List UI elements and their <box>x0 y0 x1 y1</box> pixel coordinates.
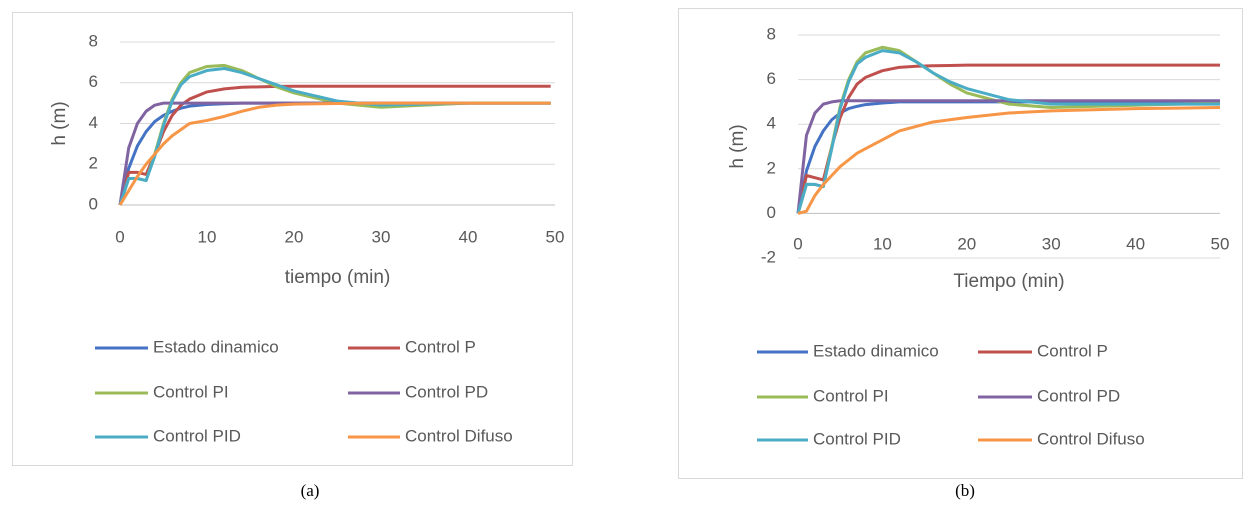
x-tick-label: 50 <box>1211 234 1230 253</box>
x-tick-label: 20 <box>957 234 976 253</box>
legend-label: Control P <box>1037 341 1108 360</box>
y-tick-label: 2 <box>89 154 98 173</box>
y-tick-label: 4 <box>767 114 776 133</box>
figure-caption: (a) <box>301 481 320 500</box>
x-tick-label: 20 <box>285 227 304 246</box>
legend-label: Control PID <box>153 426 241 445</box>
x-axis-title: Tiempo (min) <box>953 271 1064 292</box>
x-tick-label: 30 <box>1042 234 1061 253</box>
figure-caption: (b) <box>955 481 975 500</box>
y-tick-label: -2 <box>761 247 776 266</box>
x-tick-label: 10 <box>873 234 892 253</box>
y-axis-title: h (m) <box>49 101 70 145</box>
x-tick-label: 0 <box>115 227 124 246</box>
y-tick-label: 0 <box>767 203 776 222</box>
x-axis-title: tiempo (min) <box>285 267 391 288</box>
legend-label: Control PI <box>153 382 229 401</box>
x-tick-label: 50 <box>546 227 565 246</box>
y-tick-label: 0 <box>89 194 98 213</box>
y-tick-label: 8 <box>89 31 98 50</box>
series-line <box>797 105 1221 215</box>
x-tick-label: 0 <box>793 234 802 253</box>
series-line <box>796 49 1220 214</box>
series-line <box>796 99 1220 214</box>
x-tick-label: 30 <box>372 227 391 246</box>
y-tick-label: 6 <box>89 72 98 91</box>
legend-label: Estado dinamico <box>153 337 279 356</box>
legend-label: Control Difuso <box>1037 429 1145 448</box>
chart-frame <box>12 12 573 466</box>
x-tick-label: 40 <box>459 227 478 246</box>
legend-label: Estado dinamico <box>813 341 939 360</box>
y-tick-label: 8 <box>767 24 776 43</box>
x-tick-label: 10 <box>198 227 217 246</box>
y-tick-label: 2 <box>767 158 776 177</box>
legend-label: Control PID <box>813 429 901 448</box>
series-line <box>118 101 551 206</box>
legend-label: Control PI <box>813 386 889 405</box>
y-axis-title: h (m) <box>727 124 748 168</box>
y-tick-label: 4 <box>89 113 98 132</box>
legend-label: Control P <box>405 337 476 356</box>
legend-label: Control Difuso <box>405 426 513 445</box>
legend-label: Control PD <box>405 382 488 401</box>
y-tick-label: 6 <box>767 69 776 88</box>
legend-label: Control PD <box>1037 386 1120 405</box>
x-tick-label: 40 <box>1126 234 1145 253</box>
